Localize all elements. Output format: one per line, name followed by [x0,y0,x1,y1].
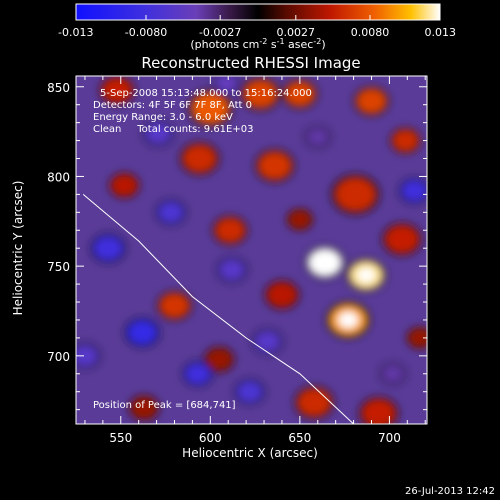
heatmap-blob [124,317,161,348]
units-sup-2: -1 [277,37,285,46]
plot-background [76,76,427,424]
annotation-peak-position: Position of Peak = [684,741] [93,400,236,411]
heatmap-blob [325,301,371,339]
heatmap-image [76,76,427,424]
heatmap-blob [187,89,233,128]
colorbar-tick-label: 0.0080 [351,26,390,39]
heatmap-blob [389,127,422,154]
heatmap-blob [330,173,380,216]
heatmap-blob [234,378,266,405]
heatmap-blob [216,256,248,283]
plot-frame [75,75,428,425]
x-tick-labels: 550 600 650 700 [109,431,401,445]
y-tick-label: 750 [47,260,70,274]
heatmap-blob [281,78,318,109]
x-tick-label: 700 [378,431,401,445]
heatmap-blob [240,77,281,111]
heatmap-blob [286,208,314,231]
heatmap-blob [213,76,240,95]
annotation-energy-range: Energy Range: 3.0 - 6.0 keV [93,112,233,123]
heatmap-blob [142,120,175,147]
heatmap-blob [156,290,193,321]
x-tick-label: 650 [288,431,311,445]
heatmap-blob [304,245,346,280]
y-tick-label: 850 [47,81,70,95]
heatmap-blob [182,360,214,387]
heatmap-blob [398,177,427,204]
units-sup-1: -2 [259,37,267,46]
heatmap-blob [358,396,399,424]
y-axis-label: Heliocentric Y (arcsec) [11,181,25,316]
plot-area [76,76,427,424]
heatmap-blob [294,385,335,420]
x-axis-label: Heliocentric X (arcsec) [182,446,318,460]
units-mid-2: asec [285,38,314,51]
heatmap-blob [345,258,387,293]
heatmap-blob [353,86,390,117]
x-tick-label: 550 [109,431,132,445]
chart-title: Reconstructed RHESSI Image [141,54,360,72]
heatmap-blob [203,346,235,373]
annotation-detectors: Detectors: 4F 5F 6F 7F 8F, Att 0 [93,100,252,111]
observation-annotations: 5-Sep-2008 15:13:48.000 to 15:16:24.000 … [93,88,312,411]
colorbar-ticks [75,15,441,20]
colorbar-tick-label: 0.013 [425,26,457,39]
heatmap-blob [251,328,284,355]
colorbar-gradient [75,3,441,21]
units-mid-1: s [267,38,276,51]
heatmap-blob [76,342,101,369]
heatmap-blob [212,215,248,246]
colorbar: -0.013 -0.0080 -0.0027 0.0027 0.0080 0.013 (p… [58,3,456,51]
y-tick-label: 800 [47,170,70,184]
heatmap-blob [379,362,407,386]
colorbar-units: (photons cm-2 s-1 asec-2) [190,37,325,51]
colorbar-tick-label: 0.0027 [277,26,316,39]
y-tick-labels: 700 750 800 850 [47,81,70,364]
heatmap-blob [108,172,141,199]
heatmap-blob [128,394,160,422]
heatmap-blob [90,233,127,264]
solar-limb-line [82,194,354,424]
heatmap-blob [264,279,300,310]
heatmap-blob [406,326,427,350]
colorbar-tick-label: -0.0027 [199,26,241,39]
heatmap-blob [99,76,136,106]
units-suffix: ) [321,38,325,51]
heatmap-blob [179,141,220,176]
x-tick-label: 600 [199,431,222,445]
heatmap-blob [304,125,332,149]
units-prefix: (photons cm [190,38,259,51]
heatmap-blob [254,148,295,183]
annotation-time-range: 5-Sep-2008 15:13:48.000 to 15:16:24.000 [100,88,312,99]
heatmap-blob [381,222,423,257]
colorbar-tick-label: -0.013 [58,26,93,39]
colorbar-tick-label: -0.0080 [125,26,167,39]
footer-timestamp: 26-Jul-2013 12:42 [405,486,495,497]
colorbar-tick-labels: -0.013 -0.0080 -0.0027 0.0027 0.0080 0.013 [58,26,456,39]
heatmap-blob [155,199,187,226]
units-sup-3: -2 [313,37,321,46]
axis-ticks [76,76,427,424]
annotation-clean-counts: Clean Total counts: 9.61E+03 [93,124,253,135]
y-tick-label: 700 [47,350,70,364]
